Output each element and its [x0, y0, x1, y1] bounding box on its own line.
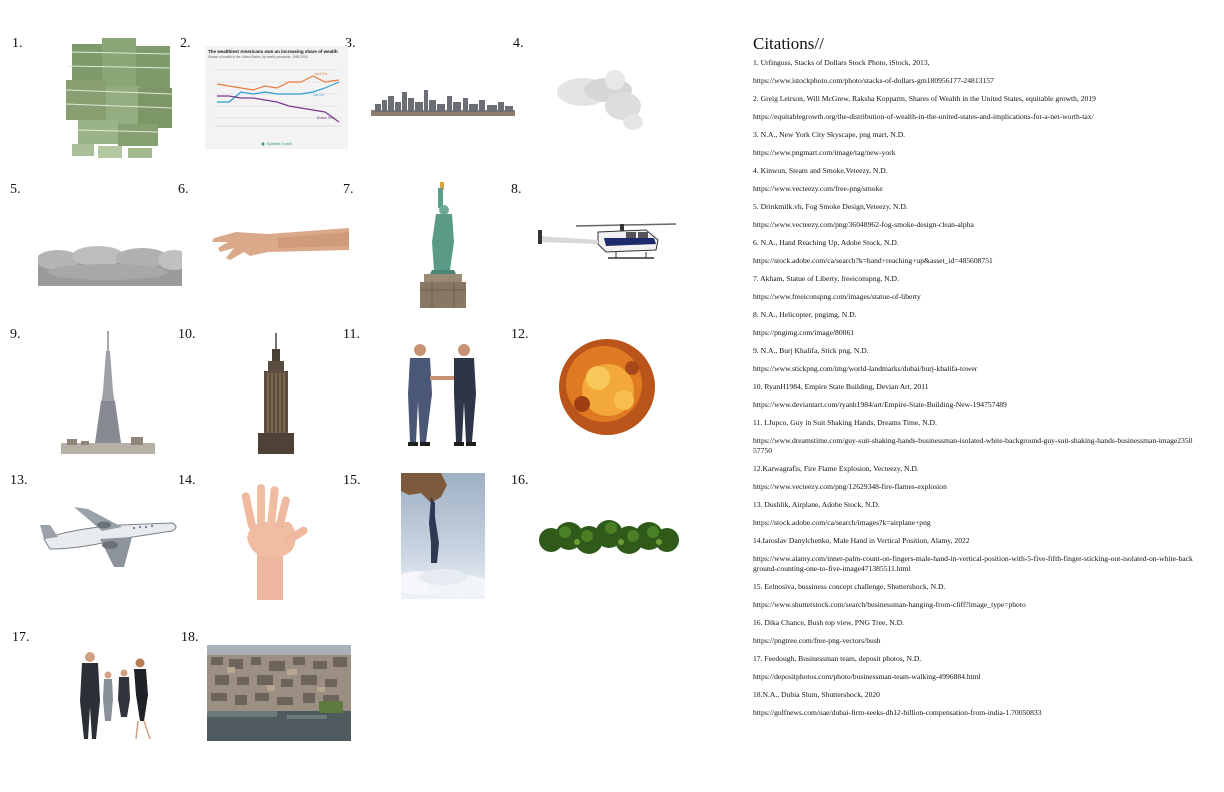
citation-line[interactable]: https://stock.adobe.com/ca/search/images…: [753, 518, 931, 527]
citation-line[interactable]: https://equitablegrowth.org/the-distribu…: [753, 112, 1094, 121]
statue-of-liberty-image: [418, 182, 468, 308]
helicopter-image: [536, 220, 680, 268]
fog-image: [38, 246, 182, 286]
citation-line[interactable]: https://www.istockphoto.com/photo/stacks…: [753, 76, 994, 85]
citation-line: 1. Urfinguss, Stacks of Dollars Stock Ph…: [753, 58, 930, 67]
citation-line[interactable]: https://www.vecteezy.com/png/12629348-fi…: [753, 482, 947, 491]
citation-line: 2. Greig Leirson, Will McGrew, Raksha Ko…: [753, 94, 1096, 103]
burj-khalifa-image: [61, 331, 155, 454]
figure-number-7: 7.: [343, 182, 354, 197]
citation-line[interactable]: https://pngtree.com/free-png-vectors/bus…: [753, 636, 881, 645]
money-stacks-image: [58, 36, 174, 160]
figure-number-13: 13.: [10, 473, 28, 488]
citation-line[interactable]: https://www.pngmart.com/image/tag/new-yo…: [753, 148, 896, 157]
citations-title: Citations//: [753, 34, 824, 53]
citation-line[interactable]: https://www.vecteezy.com/free-png/smoke: [753, 184, 883, 193]
reaching-hand-image: [208, 224, 349, 266]
citation-line: 12.Karwagrafis, Fire Flame Explosion, Ve…: [753, 464, 919, 473]
citation-line: 11. LJupco, Guy in Suit Shaking Hands, D…: [753, 418, 937, 427]
fire-explosion-image: [552, 334, 662, 440]
citation-line[interactable]: https://stock.adobe.com/ca/search?k=hand…: [753, 256, 993, 265]
figure-number-11: 11.: [343, 327, 360, 342]
new-york-skyline-image: [371, 88, 515, 116]
citation-line: 18.N.A., Dubia Slum, Shuttershock, 2020: [753, 690, 880, 699]
citation-line[interactable]: https://www.dreamstime.com/guy-suit-shak…: [753, 436, 1193, 455]
empire-state-building-image: [256, 333, 296, 454]
figure-number-4: 4.: [513, 36, 524, 51]
chart-card-title: The wealthiest Americans own an increasi…: [208, 49, 338, 54]
citation-line[interactable]: https://pngimg.com/image/80061: [753, 328, 855, 337]
citation-line[interactable]: https://gulfnews.com/uae/dubai-firm-seek…: [753, 708, 1042, 717]
chart-card-footer: Equitable Growth: [267, 142, 292, 146]
open-hand-image: [235, 478, 319, 600]
citation-line[interactable]: https://www.freeiconspng.com/images/stat…: [753, 292, 921, 301]
airplane-image: [40, 505, 180, 569]
figure-number-6: 6.: [178, 182, 189, 197]
citation-line: 9. N.A., Burj Khalifa, Stick png, N.D.: [753, 346, 869, 355]
citation-line: 4. Kinwun, Steam and Smoke,Veteezy, N.D.: [753, 166, 888, 175]
figure-number-2: 2.: [180, 36, 191, 51]
figure-number-16: 16.: [511, 473, 529, 488]
smoke-image: [553, 62, 653, 134]
figure-number-15: 15.: [343, 473, 361, 488]
businessman-hanging-from-cliff-image: [401, 473, 485, 599]
dubai-slum-aerial-image: [207, 645, 351, 741]
figure-number-17: 17.: [12, 630, 30, 645]
figure-number-8: 8.: [511, 182, 522, 197]
citation-line[interactable]: https://www.vecteezy.com/png/36048962-fo…: [753, 220, 974, 229]
citation-line: 16. Dika Chance, Bush top view, PNG Tree…: [753, 618, 904, 627]
citation-line: 8. N.A., Helicopter, pngimg, N.D.: [753, 310, 857, 319]
citation-line: 10. RyanH1984, Empire State Building, De…: [753, 382, 929, 391]
citation-line[interactable]: https://www.deviantart.com/ryanh1984/art…: [753, 400, 1007, 409]
citations-list: 1. Urfinguss, Stacks of Dollars Stock Ph…: [753, 58, 1193, 718]
citation-line: 3. N.A., New York City Skyscape, png mar…: [753, 130, 906, 139]
citation-line: 17. Feedough, Businessman team, deposit …: [753, 654, 922, 663]
figure-number-18: 18.: [181, 630, 199, 645]
business-handshake-image: [404, 342, 482, 446]
citation-line: 6. N.A., Hand Reaching Up, Adobe Stock, …: [753, 238, 899, 247]
figure-number-14: 14.: [178, 473, 196, 488]
chart-label-top: Next 9%: [315, 72, 328, 76]
citation-line[interactable]: https://www.stickpng.com/img/world-landm…: [753, 364, 978, 373]
citation-line: 14.Iaroslav Danylchenko, Male Hand in Ve…: [753, 536, 970, 545]
bush-top-view-image: [537, 516, 681, 562]
figure-number-9: 9.: [10, 327, 21, 342]
citation-line: 7. Akham, Statue of Liberty, freeiconspn…: [753, 274, 899, 283]
citation-line: 15. Eelnosiva, bussiness concept challen…: [753, 582, 946, 591]
chart-label-mid: Top 1%: [313, 93, 324, 97]
citation-line[interactable]: https://www.alamy.com/inner-palm-count-o…: [753, 554, 1193, 573]
business-team-image: [78, 651, 158, 743]
figure-number-12: 12.: [511, 327, 529, 342]
citation-line[interactable]: https://depositphotos.com/photo/business…: [753, 672, 981, 681]
figure-number-10: 10.: [178, 327, 196, 342]
citation-line: 5. Drinkmilk.vh, Fog Smoke Design,Veteez…: [753, 202, 908, 211]
wealth-chart-card: The wealthiest Americans own an increasi…: [205, 46, 348, 149]
chart-label-bottom: Bottom 90%: [317, 116, 335, 120]
figure-number-1: 1.: [12, 36, 23, 51]
chart-card-subtitle: Shares of wealth in the United States, b…: [208, 55, 308, 59]
citation-line[interactable]: https://www.shutterstock.com/search/busi…: [753, 600, 1026, 609]
figure-number-5: 5.: [10, 182, 21, 197]
figure-number-3: 3.: [345, 36, 356, 51]
citation-line: 13. Dushlik, Airplane, Adobe Stock, N.D.: [753, 500, 880, 509]
citations-panel: Citations// 1. Urfinguss, Stacks of Doll…: [753, 34, 1193, 726]
